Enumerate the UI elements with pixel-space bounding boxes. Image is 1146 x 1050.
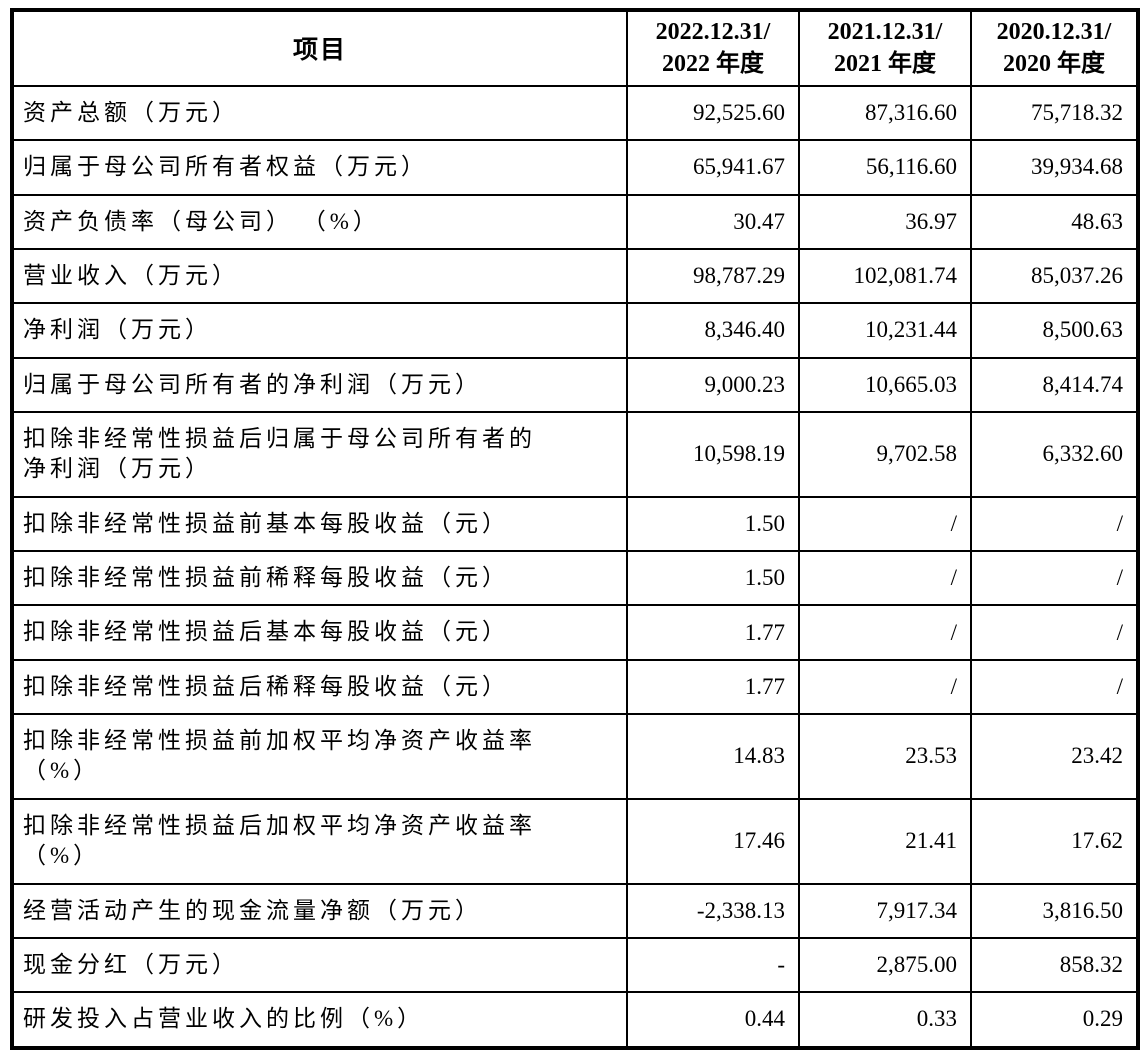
row-label: 现金分红（万元） bbox=[11, 936, 628, 994]
cell-value: 3,816.50 bbox=[970, 882, 1139, 939]
cell-value: 0.33 bbox=[798, 991, 972, 1049]
table-row: 资产负债率（母公司） （%） 30.47 36.97 48.63 bbox=[11, 193, 1139, 250]
table-row: 净利润（万元） 8,346.40 10,231.44 8,500.63 bbox=[11, 302, 1139, 359]
row-label: 扣除非经常性损益前加权平均净资产收益率 （%） bbox=[11, 713, 628, 800]
table-row: 扣除非经常性损益前稀释每股收益（元） 1.50 / / bbox=[11, 550, 1139, 607]
document-page: 项目 2022.12.31/ 2022 年度 2021.12.31/ 2021 … bbox=[10, 8, 1140, 1050]
cell-value: 2,875.00 bbox=[798, 936, 972, 994]
cell-value: 39,934.68 bbox=[970, 139, 1139, 196]
cell-value: - bbox=[626, 936, 800, 994]
row-label: 营业收入（万元） bbox=[11, 247, 628, 305]
table-row: 经营活动产生的现金流量净额（万元） -2,338.13 7,917.34 3,8… bbox=[11, 882, 1139, 939]
cell-value: 56,116.60 bbox=[798, 139, 972, 196]
table-row: 营业收入（万元） 98,787.29 102,081.74 85,037.26 bbox=[11, 247, 1139, 305]
cell-value: 10,598.19 bbox=[626, 410, 800, 498]
table-row: 归属于母公司所有者权益（万元） 65,941.67 56,116.60 39,9… bbox=[11, 139, 1139, 196]
cell-value: 17.62 bbox=[970, 797, 1139, 885]
cell-value: / bbox=[970, 495, 1139, 553]
cell-value: 7,917.34 bbox=[798, 882, 972, 939]
row-label: 扣除非经常性损益前稀释每股收益（元） bbox=[11, 550, 628, 607]
table-row: 扣除非经常性损益后稀释每股收益（元） 1.77 / / bbox=[11, 658, 1139, 716]
cell-value: 10,665.03 bbox=[798, 356, 972, 413]
cell-value: / bbox=[970, 550, 1139, 607]
cell-value: / bbox=[970, 658, 1139, 716]
cell-value: 9,702.58 bbox=[798, 410, 972, 498]
cell-value: / bbox=[798, 604, 972, 661]
header-item: 项目 bbox=[11, 9, 628, 87]
table-row: 扣除非经常性损益前加权平均净资产收益率 （%） 14.83 23.53 23.4… bbox=[11, 713, 1139, 800]
cell-value: 858.32 bbox=[970, 936, 1139, 994]
table-row: 扣除非经常性损益后归属于母公司所有者的 净利润（万元） 10,598.19 9,… bbox=[11, 410, 1139, 498]
row-label: 资产总额（万元） bbox=[11, 84, 628, 142]
cell-value: 87,316.60 bbox=[798, 84, 972, 142]
table-row: 归属于母公司所有者的净利润（万元） 9,000.23 10,665.03 8,4… bbox=[11, 356, 1139, 413]
cell-value: 85,037.26 bbox=[970, 247, 1139, 305]
cell-value: 1.77 bbox=[626, 658, 800, 716]
cell-value: 92,525.60 bbox=[626, 84, 800, 142]
table-row: 现金分红（万元） - 2,875.00 858.32 bbox=[11, 936, 1139, 994]
cell-value: -2,338.13 bbox=[626, 882, 800, 939]
cell-value: 1.50 bbox=[626, 550, 800, 607]
cell-value: 0.29 bbox=[970, 991, 1139, 1049]
cell-value: 6,332.60 bbox=[970, 410, 1139, 498]
header-period-2022: 2022.12.31/ 2022 年度 bbox=[626, 9, 800, 87]
financial-summary-table: 项目 2022.12.31/ 2022 年度 2021.12.31/ 2021 … bbox=[10, 8, 1140, 1050]
cell-value: 8,500.63 bbox=[970, 302, 1139, 359]
cell-value: / bbox=[798, 495, 972, 553]
cell-value: 30.47 bbox=[626, 193, 800, 250]
row-label: 归属于母公司所有者权益（万元） bbox=[11, 139, 628, 196]
cell-value: 10,231.44 bbox=[798, 302, 972, 359]
row-label: 净利润（万元） bbox=[11, 302, 628, 359]
table-row: 研发投入占营业收入的比例（%） 0.44 0.33 0.29 bbox=[11, 991, 1139, 1049]
row-label: 研发投入占营业收入的比例（%） bbox=[11, 991, 628, 1049]
cell-value: 9,000.23 bbox=[626, 356, 800, 413]
cell-value: / bbox=[798, 658, 972, 716]
header-period-2021: 2021.12.31/ 2021 年度 bbox=[798, 9, 972, 87]
cell-value: / bbox=[970, 604, 1139, 661]
cell-value: 8,346.40 bbox=[626, 302, 800, 359]
cell-value: 1.77 bbox=[626, 604, 800, 661]
header-period-2020: 2020.12.31/ 2020 年度 bbox=[970, 9, 1139, 87]
cell-value: 23.53 bbox=[798, 713, 972, 800]
cell-value: 14.83 bbox=[626, 713, 800, 800]
row-label: 扣除非经常性损益后归属于母公司所有者的 净利润（万元） bbox=[11, 410, 628, 498]
table-row: 扣除非经常性损益后加权平均净资产收益率 （%） 17.46 21.41 17.6… bbox=[11, 797, 1139, 885]
cell-value: / bbox=[798, 550, 972, 607]
row-label: 扣除非经常性损益后加权平均净资产收益率 （%） bbox=[11, 797, 628, 885]
table-row: 扣除非经常性损益后基本每股收益（元） 1.77 / / bbox=[11, 604, 1139, 661]
cell-value: 48.63 bbox=[970, 193, 1139, 250]
table-header-row: 项目 2022.12.31/ 2022 年度 2021.12.31/ 2021 … bbox=[11, 9, 1139, 87]
row-label: 归属于母公司所有者的净利润（万元） bbox=[11, 356, 628, 413]
row-label: 扣除非经常性损益后基本每股收益（元） bbox=[11, 604, 628, 661]
cell-value: 98,787.29 bbox=[626, 247, 800, 305]
cell-value: 8,414.74 bbox=[970, 356, 1139, 413]
row-label: 扣除非经常性损益后稀释每股收益（元） bbox=[11, 658, 628, 716]
cell-value: 23.42 bbox=[970, 713, 1139, 800]
cell-value: 75,718.32 bbox=[970, 84, 1139, 142]
table-row: 扣除非经常性损益前基本每股收益（元） 1.50 / / bbox=[11, 495, 1139, 553]
cell-value: 17.46 bbox=[626, 797, 800, 885]
table-row: 资产总额（万元） 92,525.60 87,316.60 75,718.32 bbox=[11, 84, 1139, 142]
cell-value: 102,081.74 bbox=[798, 247, 972, 305]
cell-value: 1.50 bbox=[626, 495, 800, 553]
row-label: 扣除非经常性损益前基本每股收益（元） bbox=[11, 495, 628, 553]
row-label: 资产负债率（母公司） （%） bbox=[11, 193, 628, 250]
cell-value: 65,941.67 bbox=[626, 139, 800, 196]
cell-value: 21.41 bbox=[798, 797, 972, 885]
row-label: 经营活动产生的现金流量净额（万元） bbox=[11, 882, 628, 939]
cell-value: 0.44 bbox=[626, 991, 800, 1049]
cell-value: 36.97 bbox=[798, 193, 972, 250]
